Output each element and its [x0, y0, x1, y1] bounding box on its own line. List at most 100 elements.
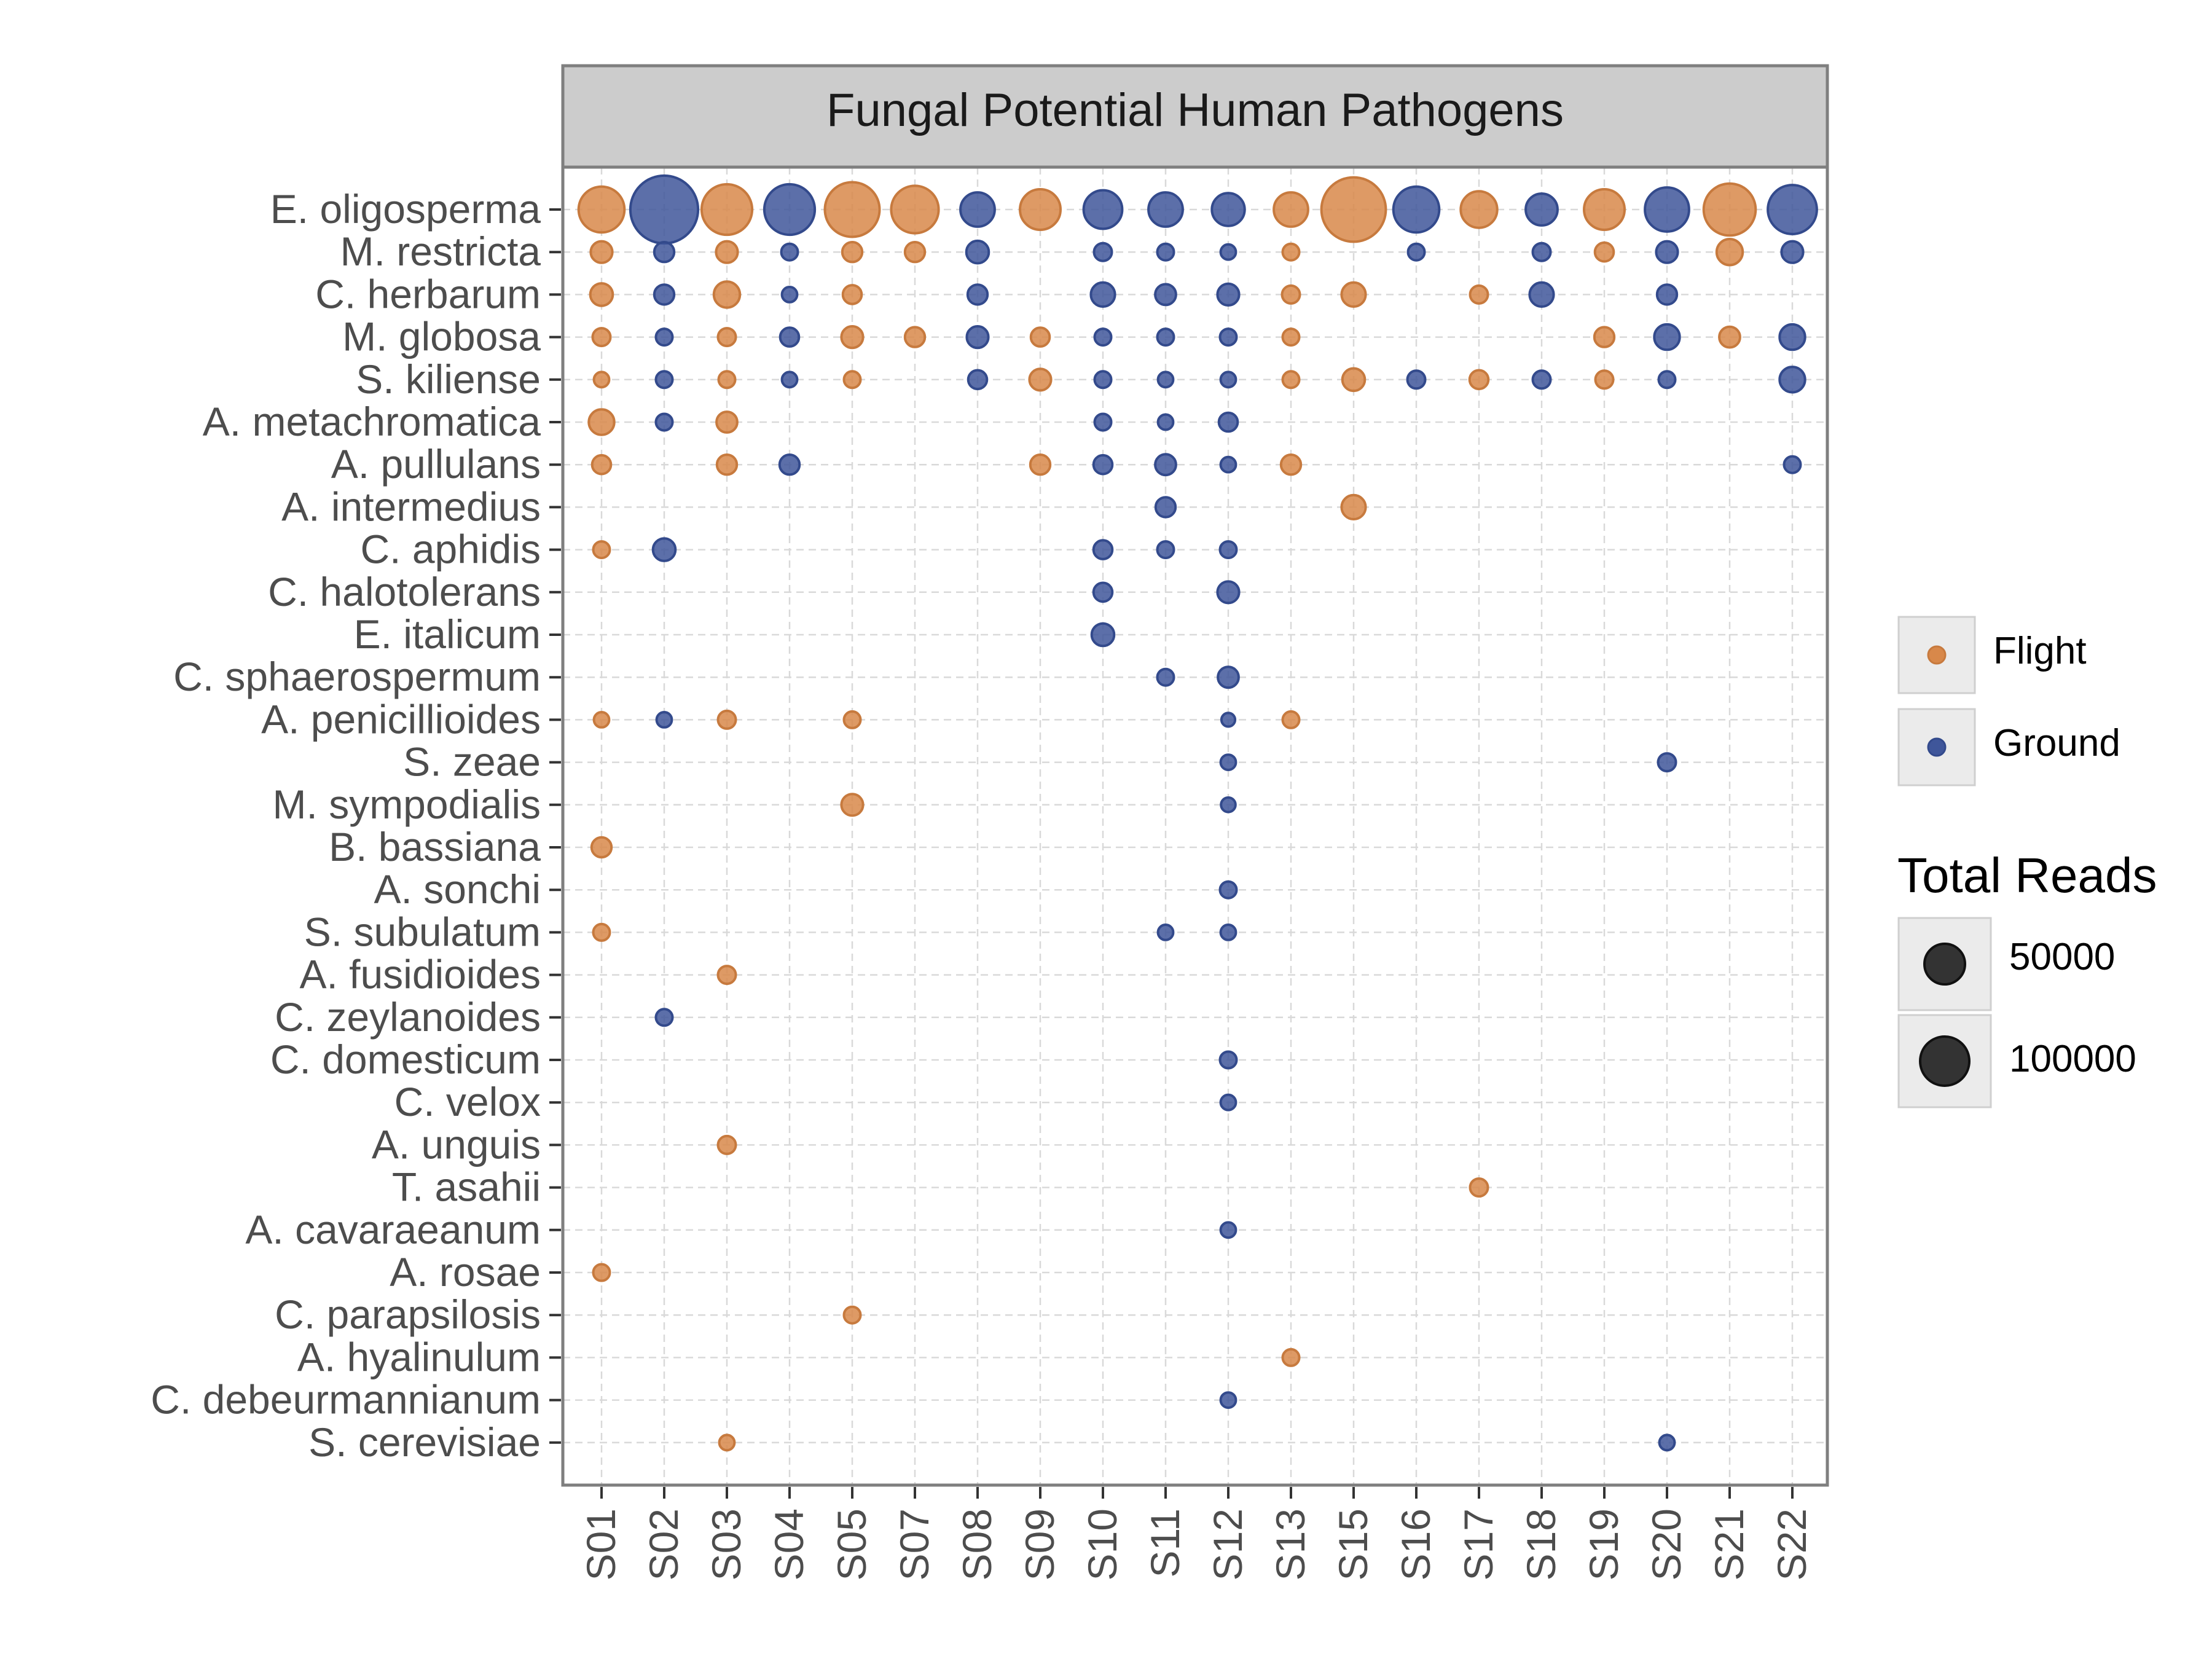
point-m-globosa-s03 — [716, 327, 737, 348]
point-c-velox-s12 — [1219, 1093, 1237, 1112]
y-tick-label-c-halotolerans: C. halotolerans — [268, 569, 541, 614]
y-tick-label-c-zeylanoides: C. zeylanoides — [275, 994, 541, 1040]
legend: Flight Ground Total Reads 50000 100000 — [1897, 616, 2157, 1108]
point-s-kiliense-s18 — [1531, 369, 1552, 390]
point-m-restricta-s19 — [1593, 241, 1615, 263]
point-a-penicillioides-s01 — [592, 711, 611, 729]
point-s-kiliense-s04 — [780, 371, 799, 389]
point-a-metachromatica-s10 — [1093, 412, 1113, 432]
y-tick-label-e-italicum: E. italicum — [354, 611, 541, 657]
point-a-pullulans-s12 — [1219, 455, 1237, 474]
point-s-kiliense-s03 — [717, 370, 737, 390]
y-tick-label-a-sonchi: A. sonchi — [374, 866, 541, 912]
y-tick-label-a-penicillioides: A. penicillioides — [261, 696, 541, 742]
point-m-globosa-s08 — [965, 325, 990, 350]
y-tick-label-c-herbarum: C. herbarum — [315, 271, 541, 316]
y-tick-label-c-velox: C. velox — [394, 1079, 541, 1124]
y-tick-label-t-asahii: T. asahii — [392, 1164, 541, 1210]
point-c-herbarum-s05 — [841, 284, 863, 305]
point-c-herbarum-s20 — [1655, 283, 1679, 306]
x-tick-label-s15: S15 — [1330, 1508, 1376, 1580]
point-m-restricta-s21 — [1715, 238, 1744, 267]
point-m-globosa-s19 — [1593, 326, 1616, 348]
point-c-herbarum-s10 — [1089, 281, 1116, 308]
x-tick-label-s04: S04 — [766, 1508, 812, 1580]
point-s-kiliense-s15 — [1341, 367, 1367, 393]
point-s-kiliense-s16 — [1406, 369, 1427, 390]
legend-key-flight-dot — [1927, 645, 1947, 665]
point-m-globosa-s12 — [1218, 327, 1238, 347]
x-tick-label-s05: S05 — [829, 1508, 874, 1580]
x-tick-label-s19: S19 — [1581, 1508, 1626, 1580]
point-c-domesticum-s12 — [1218, 1050, 1238, 1070]
point-s-zeae-s20 — [1657, 752, 1677, 773]
x-tick-label-s13: S13 — [1268, 1508, 1313, 1580]
point-a-metachromatica-s11 — [1156, 413, 1175, 431]
point-m-globosa-s22 — [1778, 323, 1806, 351]
point-e-oligosperma-s03 — [700, 182, 754, 237]
point-m-restricta-s01 — [589, 240, 614, 264]
point-a-metachromatica-s03 — [715, 410, 739, 434]
point-m-restricta-s04 — [780, 242, 799, 262]
point-m-restricta-s07 — [903, 241, 927, 264]
point-e-oligosperma-s10 — [1082, 189, 1124, 230]
point-s-subulatum-s12 — [1219, 924, 1237, 941]
point-s-cerevisiae-s20 — [1658, 1433, 1676, 1452]
y-tick-label-a-intermedius: A. intermedius — [281, 484, 541, 529]
x-tick-label-s22: S22 — [1769, 1508, 1814, 1580]
point-c-herbarum-s18 — [1528, 281, 1555, 308]
data-points — [577, 174, 1818, 1452]
x-tick-label-s21: S21 — [1706, 1508, 1752, 1580]
y-tick-label-a-cavaraeanum: A. cavaraeanum — [245, 1207, 541, 1252]
point-s-kiliense-s05 — [842, 370, 862, 390]
point-a-unguis-s03 — [716, 1134, 737, 1155]
y-tick-label-a-metachromatica: A. metachromatica — [203, 399, 541, 444]
point-c-halotolerans-s12 — [1216, 580, 1241, 605]
point-c-herbarum-s15 — [1340, 281, 1367, 308]
point-e-oligosperma-s16 — [1392, 185, 1441, 234]
panel-background — [563, 167, 1827, 1485]
point-a-metachromatica-s01 — [587, 408, 616, 436]
y-tick-label-b-bassiana: B. bassiana — [329, 824, 541, 869]
point-e-oligosperma-s08 — [959, 191, 996, 228]
point-m-restricta-s03 — [715, 240, 739, 264]
point-a-penicillioides-s12 — [1220, 712, 1237, 728]
point-c-herbarum-s11 — [1154, 283, 1177, 307]
y-tick-label-s-zeae: S. zeae — [403, 739, 541, 785]
x-tick-label-s03: S03 — [704, 1508, 749, 1580]
x-tick-label-s11: S11 — [1142, 1508, 1188, 1578]
point-m-globosa-s10 — [1093, 327, 1113, 347]
point-a-penicillioides-s02 — [655, 711, 673, 729]
point-e-italicum-s10 — [1090, 622, 1116, 648]
point-c-herbarum-s03 — [712, 280, 742, 309]
point-a-metachromatica-s02 — [654, 412, 674, 432]
point-s-kiliense-s02 — [654, 370, 674, 390]
point-s-subulatum-s11 — [1156, 924, 1175, 941]
point-e-oligosperma-s20 — [1644, 186, 1690, 233]
point-t-asahii-s17 — [1469, 1177, 1489, 1198]
y-tick-label-s-subulatum: S. subulatum — [304, 909, 541, 954]
point-e-oligosperma-s04 — [763, 182, 817, 237]
x-tick-label-s02: S02 — [641, 1508, 686, 1580]
point-s-cerevisiae-s03 — [718, 1433, 736, 1452]
point-e-oligosperma-s07 — [890, 184, 940, 235]
point-a-pullulans-s01 — [590, 453, 613, 476]
point-m-restricta-s22 — [1780, 240, 1805, 264]
x-tick-label-s07: S07 — [892, 1508, 937, 1580]
point-s-kiliense-s10 — [1093, 370, 1113, 390]
point-a-penicillioides-s05 — [842, 710, 862, 729]
point-c-debeurmannianum-s12 — [1219, 1391, 1237, 1410]
point-a-pullulans-s03 — [715, 453, 739, 476]
y-tick-label-c-domesticum: C. domesticum — [270, 1037, 541, 1082]
point-m-sympodialis-s05 — [840, 793, 865, 817]
point-c-herbarum-s13 — [1281, 284, 1301, 305]
point-s-kiliense-s01 — [592, 371, 611, 389]
point-c-parapsilosis-s05 — [842, 1305, 862, 1325]
point-c-sphaerospermum-s11 — [1156, 667, 1175, 687]
point-c-aphidis-s02 — [651, 537, 677, 562]
point-e-oligosperma-s17 — [1459, 190, 1499, 229]
point-c-zeylanoides-s02 — [654, 1008, 674, 1027]
point-m-globosa-s01 — [591, 327, 612, 348]
y-tick-label-m-restricta: M. restricta — [340, 229, 541, 274]
y-tick-label-a-hyalinulum: A. hyalinulum — [297, 1334, 541, 1379]
